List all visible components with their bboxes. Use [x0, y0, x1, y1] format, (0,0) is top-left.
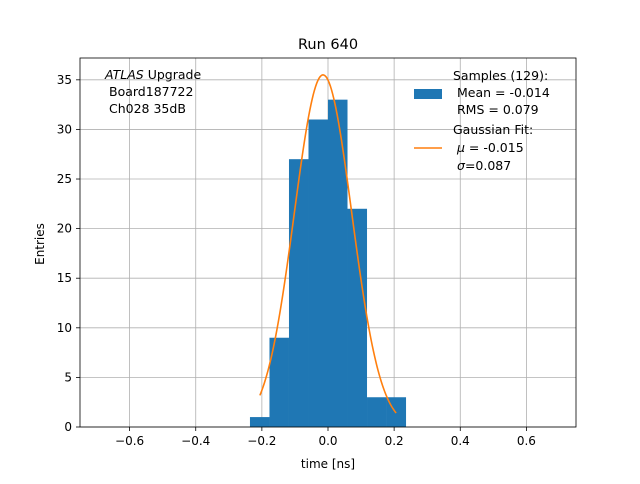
y-tick-label: 15: [57, 271, 72, 285]
y-axis-ticks: 0 5 10 15 20 25 30 35: [57, 73, 80, 434]
y-axis-label: Entries: [33, 223, 47, 265]
histogram-bar: [249, 417, 270, 427]
gaussian-fit: [259, 74, 397, 414]
y-tick-label: 10: [57, 321, 72, 335]
legend-fit-label: Gaussian Fit:: [453, 122, 533, 137]
info-annotation: ATLAS Upgrade Board187722 Ch028 35dB: [104, 67, 201, 116]
x-axis-label: time [ns]: [301, 457, 355, 471]
x-tick-label: 0.2: [385, 434, 404, 448]
histogram-bar: [367, 397, 387, 427]
legend-samples-mean: Mean = -0.014: [457, 85, 550, 100]
y-tick-label: 35: [57, 73, 72, 87]
legend-fit-mu-value: = -0.015: [465, 140, 524, 155]
legend-samples-rms: RMS = 0.079: [457, 102, 539, 117]
x-tick-label: −0.2: [247, 434, 276, 448]
legend-samples-swatch: [414, 89, 442, 99]
y-tick-label: 20: [57, 222, 72, 236]
x-tick-label: −0.6: [115, 434, 144, 448]
fit-curve: [259, 74, 397, 414]
x-axis-ticks: −0.6 −0.4 −0.2 0.0 0.2 0.4 0.6: [115, 427, 536, 448]
histogram-bars: [249, 99, 407, 428]
annotation-atlas: ATLAS: [104, 67, 144, 82]
y-tick-label: 30: [57, 122, 72, 136]
legend: Samples (129): Mean = -0.014 RMS = 0.079…: [414, 68, 550, 173]
histogram-bar: [308, 119, 328, 427]
x-tick-label: 0.0: [318, 434, 337, 448]
svg-text:σ=0.087: σ=0.087: [457, 158, 511, 173]
y-tick-label: 25: [57, 172, 72, 186]
annotation-board: Board187722: [109, 84, 193, 99]
svg-text:ATLAS Upgrade: ATLAS Upgrade: [104, 67, 201, 82]
svg-text:μ = -0.015: μ = -0.015: [456, 140, 524, 155]
y-tick-label: 5: [64, 370, 72, 384]
legend-fit-mu-symbol: μ: [456, 140, 465, 155]
x-tick-label: 0.6: [517, 434, 536, 448]
chart-title: Run 640: [298, 37, 358, 53]
histogram-bar: [347, 208, 368, 427]
annotation-upgrade: Upgrade: [144, 67, 202, 82]
histogram-bar: [288, 159, 309, 427]
legend-samples-label: Samples (129):: [453, 68, 548, 83]
histogram-bar: [269, 337, 289, 427]
legend-fit-sigma-symbol: σ: [457, 158, 466, 173]
legend-fit-sigma-value: =0.087: [465, 158, 511, 173]
y-tick-label: 0: [64, 420, 72, 434]
x-tick-label: −0.4: [181, 434, 210, 448]
x-tick-label: 0.4: [451, 434, 470, 448]
histogram-bar: [328, 99, 348, 428]
annotation-channel: Ch028 35dB: [109, 101, 186, 116]
